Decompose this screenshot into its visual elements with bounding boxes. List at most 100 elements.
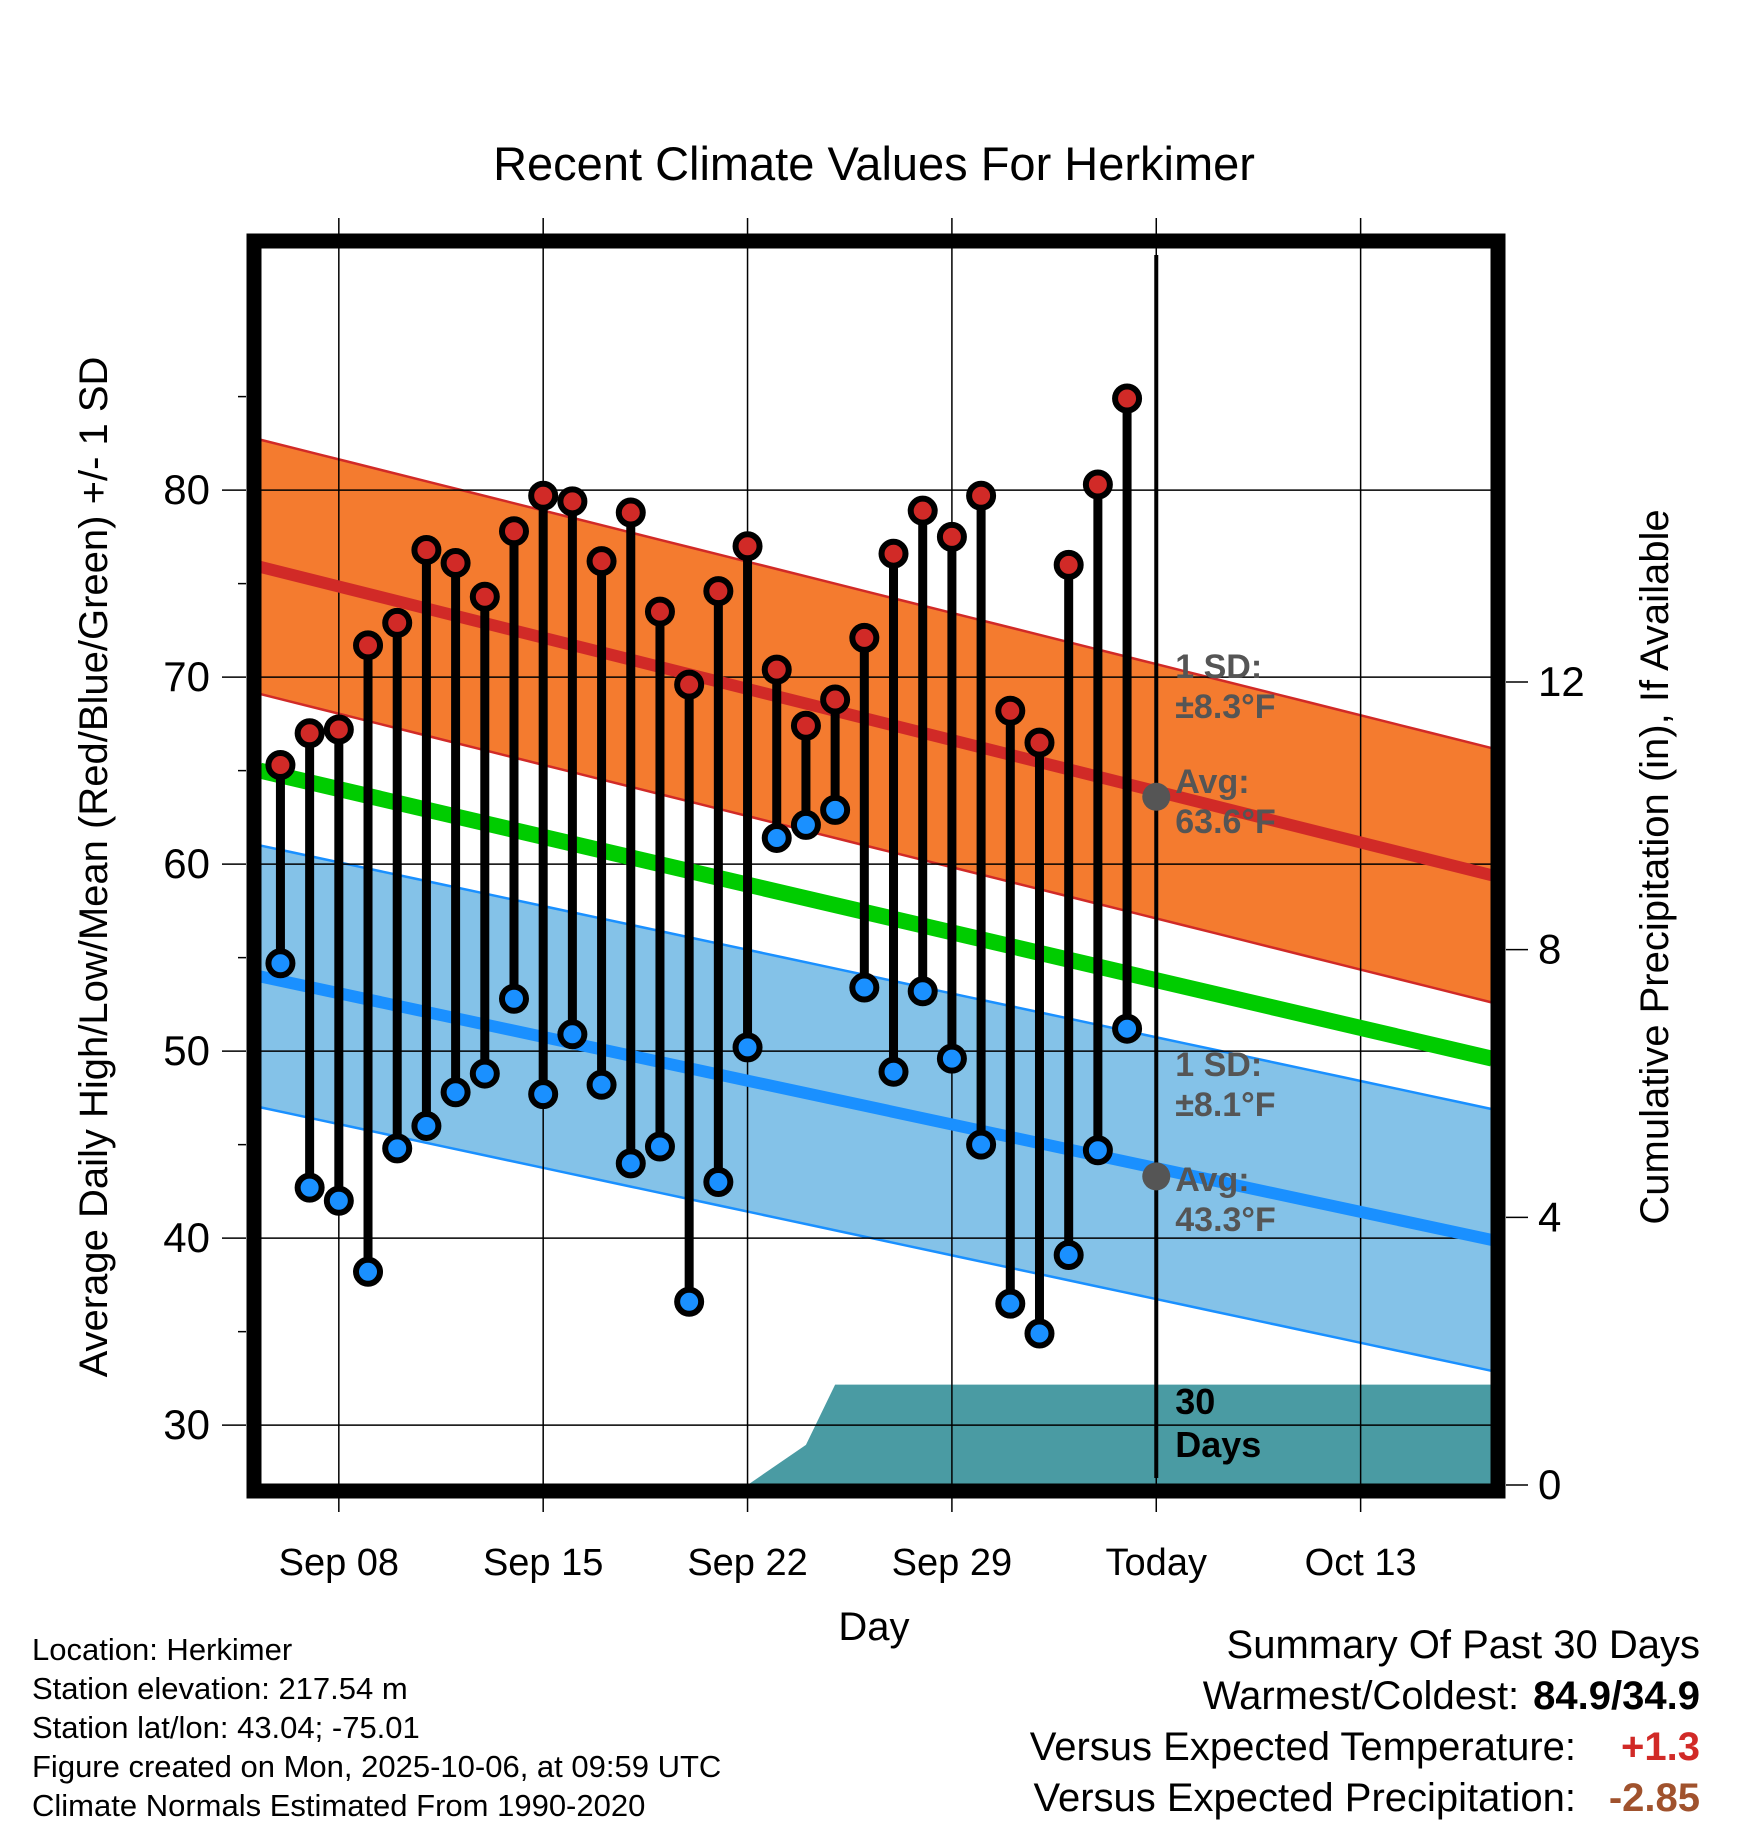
daily-high-point [586, 546, 617, 577]
days-label-number: 30 [1175, 1381, 1215, 1422]
daily-low-point [732, 1032, 763, 1063]
precip-label: Versus Expected Precipitation: [1033, 1776, 1576, 1820]
high-sd-band-lower-edge [259, 692, 1493, 1004]
warm-cold-value: 84.9/34.9 [1533, 1674, 1700, 1718]
y2-tick-label: 0 [1538, 1461, 1561, 1508]
days-label-text: Days [1175, 1424, 1261, 1465]
daily-low-point [353, 1256, 384, 1287]
daily-high-point [294, 718, 325, 749]
daily-high-point [644, 596, 675, 627]
y2-axis-label: Cumulative Precipitation (in), If Availa… [1633, 509, 1677, 1224]
plot-frame [246, 233, 1506, 1499]
daily-low-point [265, 948, 296, 979]
daily-low-point [936, 1043, 967, 1074]
high-avg-value: 63.6°F [1175, 803, 1276, 841]
normal-high-line [258, 560, 1494, 882]
daily-low-point [907, 976, 938, 1007]
daily-high-point [1082, 469, 1113, 500]
daily-high-point [703, 576, 734, 607]
x-tick-label: Sep 15 [483, 1542, 603, 1584]
daily-low-point [761, 822, 792, 853]
daily-low-point [382, 1133, 413, 1164]
low-sd-band-lower-edge [259, 1106, 1493, 1373]
location-text: Location: Herkimer [32, 1632, 293, 1667]
daily-high-point [849, 622, 880, 653]
temp-row: Versus Expected Temperature: +1.3 [1030, 1722, 1700, 1773]
y-axis-label: Average Daily High/Low/Mean (Red/Blue/Gr… [72, 357, 116, 1378]
low-avg-label: Avg: [1175, 1161, 1249, 1199]
y-tick-label: 30 [163, 1401, 210, 1448]
daily-low-point [995, 1288, 1026, 1319]
daily-high-point [469, 581, 500, 612]
temp-label: Versus Expected Temperature: [1029, 1725, 1576, 1769]
daily-low-point [790, 809, 821, 840]
daily-high-point [1053, 549, 1084, 580]
daily-low-point [411, 1110, 442, 1141]
daily-high-point [878, 538, 909, 569]
precip-value: -2.85 [1608, 1776, 1700, 1820]
chart-title: Recent Climate Values For Herkimer [493, 137, 1255, 190]
summary-title: Summary Of Past 30 Days [1226, 1623, 1700, 1667]
precip-area [260, 1384, 1492, 1485]
daily-low-point [294, 1172, 325, 1203]
daily-high-point [995, 695, 1026, 726]
x-tick-label: Today [1106, 1542, 1207, 1584]
high-avg-marker [1142, 782, 1171, 811]
daily-low-point [469, 1058, 500, 1089]
normal-mean-line [258, 762, 1494, 1067]
daily-high-point [1112, 383, 1143, 414]
y2-tick-label: 12 [1538, 658, 1585, 705]
daily-low-point [528, 1079, 559, 1110]
daily-high-point [936, 521, 967, 552]
warm-cold-row: Warmest/Coldest: 84.9/34.9 [1030, 1671, 1700, 1722]
daily-low-point [644, 1131, 675, 1162]
daily-low-point [703, 1167, 734, 1198]
daily-low-point [586, 1069, 617, 1100]
daily-high-point [907, 495, 938, 526]
precip-row: Versus Expected Precipitation: -2.85 [1030, 1773, 1700, 1824]
y-tick-label: 70 [163, 653, 210, 700]
daily-high-point [1024, 727, 1055, 758]
low-avg-marker [1142, 1162, 1171, 1191]
daily-low-point [849, 972, 880, 1003]
daily-high-point [498, 516, 529, 547]
daily-high-point [353, 630, 384, 661]
daily-low-point [498, 983, 529, 1014]
x-tick-label: Sep 29 [892, 1542, 1012, 1584]
y2-tick-label: 8 [1538, 926, 1561, 973]
daily-high-point [761, 654, 792, 685]
low-sd-value: ±8.1°F [1175, 1086, 1275, 1124]
daily-high-point [323, 714, 354, 745]
normals-text: Climate Normals Estimated From 1990-2020 [32, 1788, 646, 1823]
low-sd-label: 1 SD: [1175, 1046, 1262, 1084]
daily-low-point [323, 1185, 354, 1216]
y2-tick-label: 4 [1538, 1193, 1561, 1240]
daily-low-point [440, 1077, 471, 1108]
daily-low-point [1053, 1239, 1084, 1270]
daily-high-point [820, 684, 851, 715]
warm-cold-label: Warmest/Coldest: [1202, 1674, 1520, 1718]
summary-panel: Summary Of Past 30 Days Warmest/Coldest:… [1030, 1620, 1700, 1824]
high-sd-band-upper-edge [259, 438, 1493, 750]
x-tick-label: Oct 13 [1305, 1542, 1417, 1584]
daily-low-point [615, 1148, 646, 1179]
daily-high-point [966, 480, 997, 511]
y-tick-label: 80 [163, 466, 210, 513]
daily-high-point [440, 548, 471, 579]
daily-low-point [674, 1286, 705, 1317]
x-tick-label: Sep 22 [687, 1542, 807, 1584]
daily-low-point [1112, 1013, 1143, 1044]
daily-high-point [265, 750, 296, 781]
elevation-text: Station elevation: 217.54 m [32, 1671, 408, 1706]
y-tick-label: 40 [163, 1214, 210, 1261]
y-tick-label: 50 [163, 1027, 210, 1074]
daily-low-point [878, 1056, 909, 1087]
normal-low-line [258, 970, 1494, 1246]
x-tick-label: Sep 08 [279, 1542, 399, 1584]
daily-high-point [615, 497, 646, 528]
y-tick-label: 60 [163, 840, 210, 887]
x-axis-label: Day [838, 1605, 909, 1649]
high-sd-value: ±8.3°F [1175, 688, 1275, 726]
station-info: Location: Herkimer Station elevation: 21… [32, 1630, 721, 1825]
